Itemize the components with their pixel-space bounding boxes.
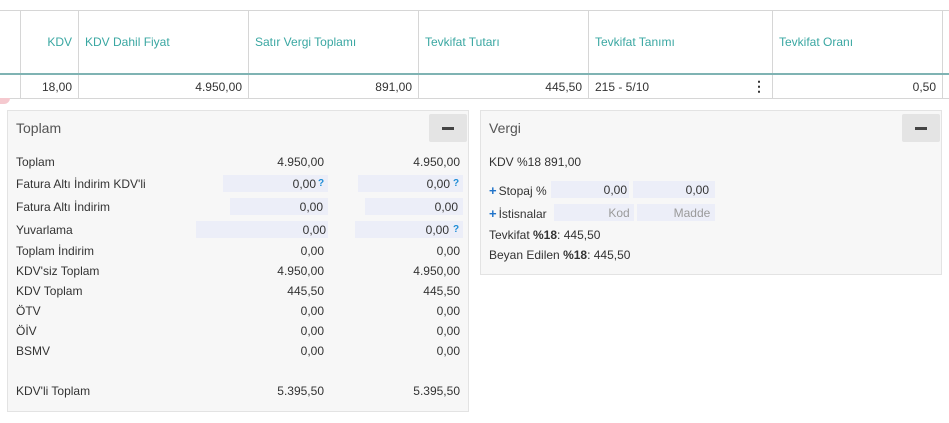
col-header-satir-vergi-toplami[interactable]: Satır Vergi Toplamı bbox=[248, 11, 418, 73]
kdvsiz-toplam-value-2: 4.950,00 bbox=[413, 264, 460, 278]
kdv-toplam-value: 445,50 bbox=[287, 284, 324, 298]
kdvsiz-toplam-value: 4.950,00 bbox=[277, 264, 324, 278]
stopaj-toggle[interactable]: + Stopaj % bbox=[489, 183, 547, 198]
oiv-value: 0,00 bbox=[300, 324, 324, 338]
stopaj-rate-input[interactable] bbox=[551, 181, 629, 198]
vergi-collapse-button[interactable] bbox=[902, 114, 940, 142]
more-vertical-icon[interactable]: ⋮ bbox=[752, 78, 766, 94]
bsmv-label: BSMV bbox=[16, 344, 51, 358]
minus-icon bbox=[442, 126, 454, 130]
stopaj-label: Stopaj % bbox=[498, 184, 547, 198]
tevkifat-value: : 445,50 bbox=[557, 228, 601, 242]
stopaj-rate-value: 0,00 bbox=[603, 183, 627, 197]
help-icon[interactable]: ? bbox=[453, 224, 460, 235]
toplam-panel: Toplam Toplam 4.950,00 4.950,00 Fatura A… bbox=[7, 110, 469, 412]
toplam-indirim-label: Toplam İndirim bbox=[16, 244, 95, 258]
table-row: 18,00 4.950,00 891,00 445,50 215 - 5/10 … bbox=[0, 75, 949, 99]
row-handle-header bbox=[0, 11, 20, 73]
table-header-row: KDV KDV Dahil Fiyat Satır Vergi Toplamı … bbox=[0, 11, 949, 75]
cell-tevkifat-orani[interactable]: 0,50 bbox=[772, 75, 942, 98]
otv-value-2: 0,00 bbox=[436, 304, 460, 318]
oiv-label: ÖİV bbox=[16, 324, 37, 338]
beyan-prefix: Beyan Edilen bbox=[489, 248, 564, 262]
toplam-panel-title: Toplam bbox=[16, 120, 62, 136]
col-header-kdv[interactable]: KDV bbox=[20, 11, 78, 73]
fatura-alti-indirim-value-2: 0,00 bbox=[434, 200, 458, 214]
yuvarlama-label: Yuvarlama bbox=[16, 223, 73, 237]
cell-tevkifat-tutari[interactable]: 445,50 bbox=[418, 75, 588, 98]
kdv-toplam-label: KDV Toplam bbox=[16, 284, 83, 298]
tevkifat-rate: %18 bbox=[533, 228, 558, 242]
fatura-alti-indirim-kdvli-label: Fatura Altı İndirim KDV'li bbox=[16, 177, 146, 191]
toplam-indirim-value-2: 0,00 bbox=[436, 244, 460, 258]
cell-kdv-dahil-fiyat[interactable]: 4.950,00 bbox=[78, 75, 248, 98]
fatura-alti-indirim-value: 0,00 bbox=[299, 200, 323, 214]
beyan-rate: %18 bbox=[563, 248, 588, 262]
kod-input[interactable] bbox=[554, 204, 634, 221]
toplam-indirim-value: 0,00 bbox=[300, 244, 324, 258]
fatura-alti-indirim-input[interactable] bbox=[230, 198, 328, 215]
kdvli-toplam-value-2: 5.395,50 bbox=[413, 384, 460, 398]
fatura-alti-indirim-kdvli-value: 0,00 bbox=[292, 177, 316, 191]
istisnalar-label: İstisnalar bbox=[498, 207, 547, 221]
row-indicator-mark bbox=[0, 98, 10, 104]
vergi-panel-title: Vergi bbox=[489, 120, 521, 136]
col-header-spacer bbox=[942, 11, 949, 73]
kdvli-toplam-label: KDV'li Toplam bbox=[16, 384, 91, 398]
fatura-alti-indirim-kdvli-value-2: 0,00 bbox=[426, 177, 450, 191]
vergi-panel: Vergi KDV %18 891,00 + Stopaj % 0,00 0,00… bbox=[480, 110, 942, 275]
otv-value: 0,00 bbox=[300, 304, 324, 318]
otv-label: ÖTV bbox=[16, 304, 41, 318]
help-icon[interactable]: ? bbox=[318, 178, 325, 189]
cell-spacer bbox=[942, 75, 949, 98]
toplam-value-2: 4.950,00 bbox=[413, 155, 460, 169]
plus-icon[interactable]: + bbox=[489, 206, 497, 221]
kdvsiz-toplam-label: KDV'siz Toplam bbox=[16, 264, 100, 278]
row-handle bbox=[0, 75, 20, 98]
yuvarlama-input[interactable] bbox=[196, 221, 328, 238]
toplam-collapse-button[interactable] bbox=[429, 114, 467, 142]
toplam-value: 4.950,00 bbox=[277, 155, 324, 169]
kdv-toplam-value-2: 445,50 bbox=[423, 284, 460, 298]
bsmv-value: 0,00 bbox=[300, 344, 324, 358]
yuvarlama-input-2[interactable] bbox=[355, 221, 463, 238]
line-items-table: KDV KDV Dahil Fiyat Satır Vergi Toplamı … bbox=[0, 10, 949, 99]
kdv-line: KDV %18 891,00 bbox=[489, 155, 582, 169]
kdvli-toplam-value: 5.395,50 bbox=[277, 384, 324, 398]
madde-input[interactable] bbox=[637, 204, 715, 221]
toplam-label: Toplam bbox=[16, 155, 55, 169]
istisnalar-toggle[interactable]: + İstisnalar bbox=[489, 206, 547, 221]
beyan-value: : 445,50 bbox=[587, 248, 631, 262]
cell-satir-vergi-toplami[interactable]: 891,00 bbox=[248, 75, 418, 98]
fatura-alti-indirim-input-2[interactable] bbox=[365, 198, 463, 215]
kod-placeholder: Kod bbox=[608, 206, 630, 220]
oiv-value-2: 0,00 bbox=[436, 324, 460, 338]
help-icon[interactable]: ? bbox=[453, 178, 460, 189]
beyan-edilen-line: Beyan Edilen %18: 445,50 bbox=[489, 248, 630, 262]
col-header-tevkifat-tanimi[interactable]: Tevkifat Tanımı bbox=[588, 11, 772, 73]
fatura-alti-indirim-kdvli-input-2[interactable] bbox=[358, 175, 463, 192]
stopaj-amount-value: 0,00 bbox=[685, 183, 709, 197]
fatura-alti-indirim-label: Fatura Altı İndirim bbox=[16, 200, 111, 214]
plus-icon[interactable]: + bbox=[489, 183, 497, 198]
bsmv-value-2: 0,00 bbox=[436, 344, 460, 358]
yuvarlama-value: 0,00 bbox=[302, 223, 326, 237]
stopaj-amount-input[interactable] bbox=[633, 181, 715, 198]
cell-tevkifat-tanimi[interactable]: 215 - 5/10 ⋮ bbox=[588, 75, 772, 98]
col-header-kdv-dahil-fiyat[interactable]: KDV Dahil Fiyat bbox=[78, 11, 248, 73]
tevkifat-line: Tevkifat %18: 445,50 bbox=[489, 228, 600, 242]
minus-icon bbox=[915, 126, 927, 130]
fatura-alti-indirim-kdvli-input[interactable] bbox=[223, 175, 328, 192]
col-header-tevkifat-tutari[interactable]: Tevkifat Tutarı bbox=[418, 11, 588, 73]
cell-tevkifat-tanimi-text: 215 - 5/10 bbox=[595, 79, 650, 94]
yuvarlama-value-2: 0,00 bbox=[425, 223, 449, 237]
madde-placeholder: Madde bbox=[673, 206, 711, 220]
tevkifat-prefix: Tevkifat bbox=[489, 228, 534, 242]
col-header-tevkifat-orani[interactable]: Tevkifat Oranı bbox=[772, 11, 942, 73]
cell-kdv[interactable]: 18,00 bbox=[20, 75, 78, 98]
